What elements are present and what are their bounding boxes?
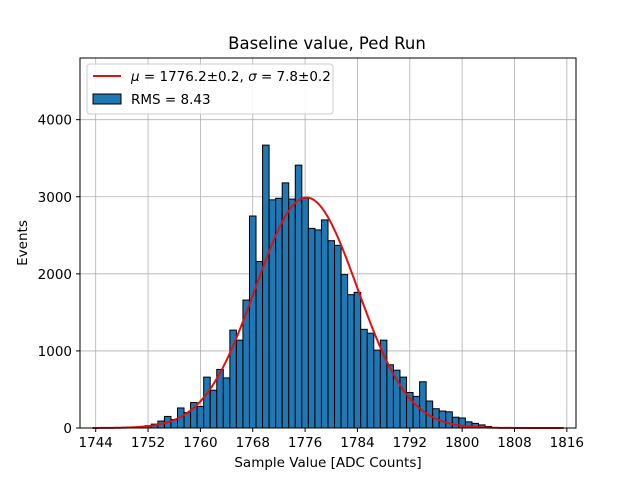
histogram-bar bbox=[366, 332, 375, 429]
histogram-bar bbox=[373, 349, 381, 429]
x-tick-label: 1816 bbox=[550, 435, 584, 451]
histogram-bar bbox=[222, 377, 231, 429]
histogram-bar bbox=[203, 376, 211, 429]
plot-frame bbox=[79, 57, 577, 429]
legend-mu-symbol: μ bbox=[130, 69, 140, 85]
legend-sigma-value: = 7.8±0.2 bbox=[257, 69, 331, 85]
x-tick-label: 1776 bbox=[288, 435, 322, 451]
legend-mu-value: = 1776.2±0.2, bbox=[140, 69, 249, 85]
chart-title: Baseline value, Ped Run bbox=[228, 34, 426, 53]
histogram-bar bbox=[235, 339, 244, 429]
histogram-bar bbox=[360, 328, 368, 429]
x-tick-label: 1768 bbox=[236, 435, 270, 451]
y-tick-label: 0 bbox=[63, 421, 72, 437]
x-axis-ticks: 1744 1752 1760 1768 1776 1784 1792 1800 1808 1816 bbox=[79, 428, 584, 451]
legend-sigma-symbol: σ bbox=[248, 69, 257, 85]
legend-histogram-swatch bbox=[92, 93, 122, 105]
histogram-bar bbox=[262, 144, 270, 429]
histogram-bar bbox=[288, 198, 296, 429]
histogram-bar bbox=[451, 416, 460, 429]
x-tick-label: 1792 bbox=[393, 435, 427, 451]
histogram-bar bbox=[419, 381, 427, 429]
x-axis-label: Sample Value [ADC Counts] bbox=[234, 455, 421, 471]
histogram-bar bbox=[320, 219, 329, 429]
x-tick-label: 1744 bbox=[79, 435, 113, 451]
histogram-bar bbox=[248, 215, 257, 429]
histogram-bar bbox=[301, 197, 309, 429]
legend-box bbox=[86, 63, 334, 115]
histogram-bar bbox=[268, 199, 277, 429]
x-tick-label: 1784 bbox=[340, 435, 374, 451]
histogram-bar bbox=[340, 274, 349, 429]
x-tick-label: 1752 bbox=[131, 435, 165, 451]
legend-fit-label: μ = 1776.2±0.2, σ = 7.8±0.2 bbox=[130, 69, 331, 85]
legend-rms-label: RMS = 8.43 bbox=[131, 92, 211, 108]
histogram-bar bbox=[445, 411, 453, 429]
histogram-bar bbox=[196, 405, 205, 429]
histogram-bar bbox=[353, 291, 362, 429]
y-tick-label: 1000 bbox=[38, 344, 72, 360]
x-tick-label: 1760 bbox=[183, 435, 217, 451]
y-tick-label: 2000 bbox=[38, 267, 72, 283]
y-tick-label: 3000 bbox=[38, 190, 72, 206]
histogram-bar bbox=[307, 227, 316, 429]
histogram-bar bbox=[327, 240, 336, 429]
histogram-bar bbox=[314, 229, 322, 429]
y-axis-label: Events bbox=[15, 220, 31, 266]
histogram-bar bbox=[412, 395, 421, 429]
histogram-bar bbox=[334, 244, 342, 429]
legend: μ = 1776.2±0.2, σ = 7.8±0.2 RMS = 8.43 bbox=[86, 63, 334, 115]
histogram-bar bbox=[347, 294, 355, 429]
x-tick-label: 1808 bbox=[497, 435, 531, 451]
histogram-bar bbox=[209, 389, 218, 429]
y-axis-ticks: 0 1000 2000 3000 4000 bbox=[38, 113, 80, 437]
histogram-bar bbox=[294, 164, 303, 429]
x-tick-label: 1800 bbox=[445, 435, 479, 451]
y-tick-label: 4000 bbox=[38, 113, 72, 129]
